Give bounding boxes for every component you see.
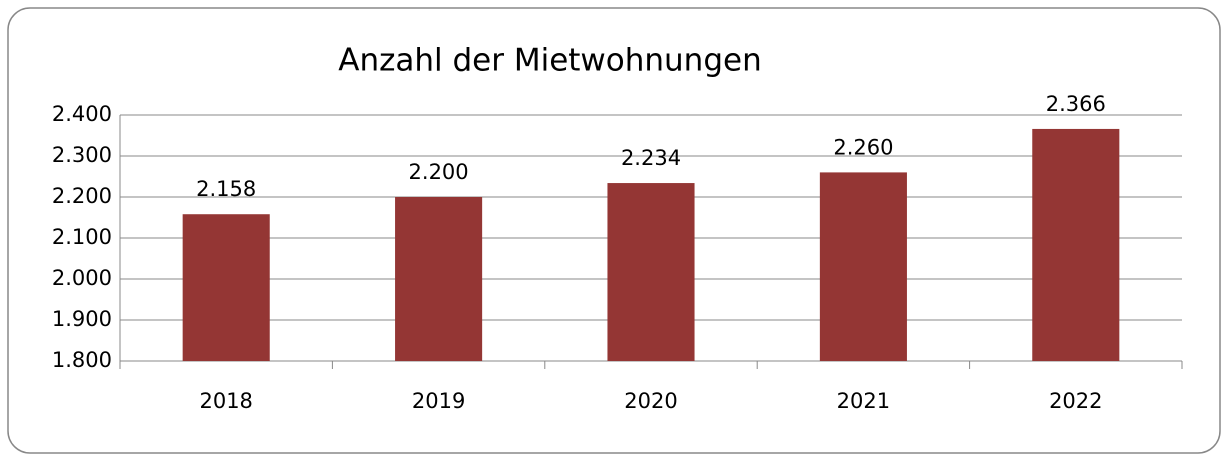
bar xyxy=(607,183,695,361)
y-tick-label: 2.200 xyxy=(52,184,112,208)
bar xyxy=(182,214,270,361)
bar xyxy=(1032,128,1120,361)
y-tick-label: 2.300 xyxy=(52,143,112,167)
y-tick-label: 2.400 xyxy=(52,102,112,126)
x-tick-label: 2019 xyxy=(412,389,465,413)
x-tick-label: 2018 xyxy=(199,389,252,413)
bar xyxy=(395,197,483,361)
chart-title: Anzahl der Mietwohnungen xyxy=(338,43,761,79)
y-tick-label: 1.800 xyxy=(52,348,112,372)
y-tick-label: 2.100 xyxy=(52,225,112,249)
x-tick-label: 2021 xyxy=(837,389,890,413)
data-label: 2.158 xyxy=(196,177,256,201)
x-tick-label: 2022 xyxy=(1049,389,1102,413)
bar xyxy=(819,172,907,361)
data-label: 2.260 xyxy=(833,135,893,159)
data-label: 2.200 xyxy=(409,160,469,184)
y-tick-label: 2.000 xyxy=(52,266,112,290)
data-label: 2.234 xyxy=(621,146,681,170)
y-tick-label: 1.900 xyxy=(52,307,112,331)
x-tick-label: 2020 xyxy=(624,389,677,413)
data-label: 2.366 xyxy=(1046,92,1106,116)
